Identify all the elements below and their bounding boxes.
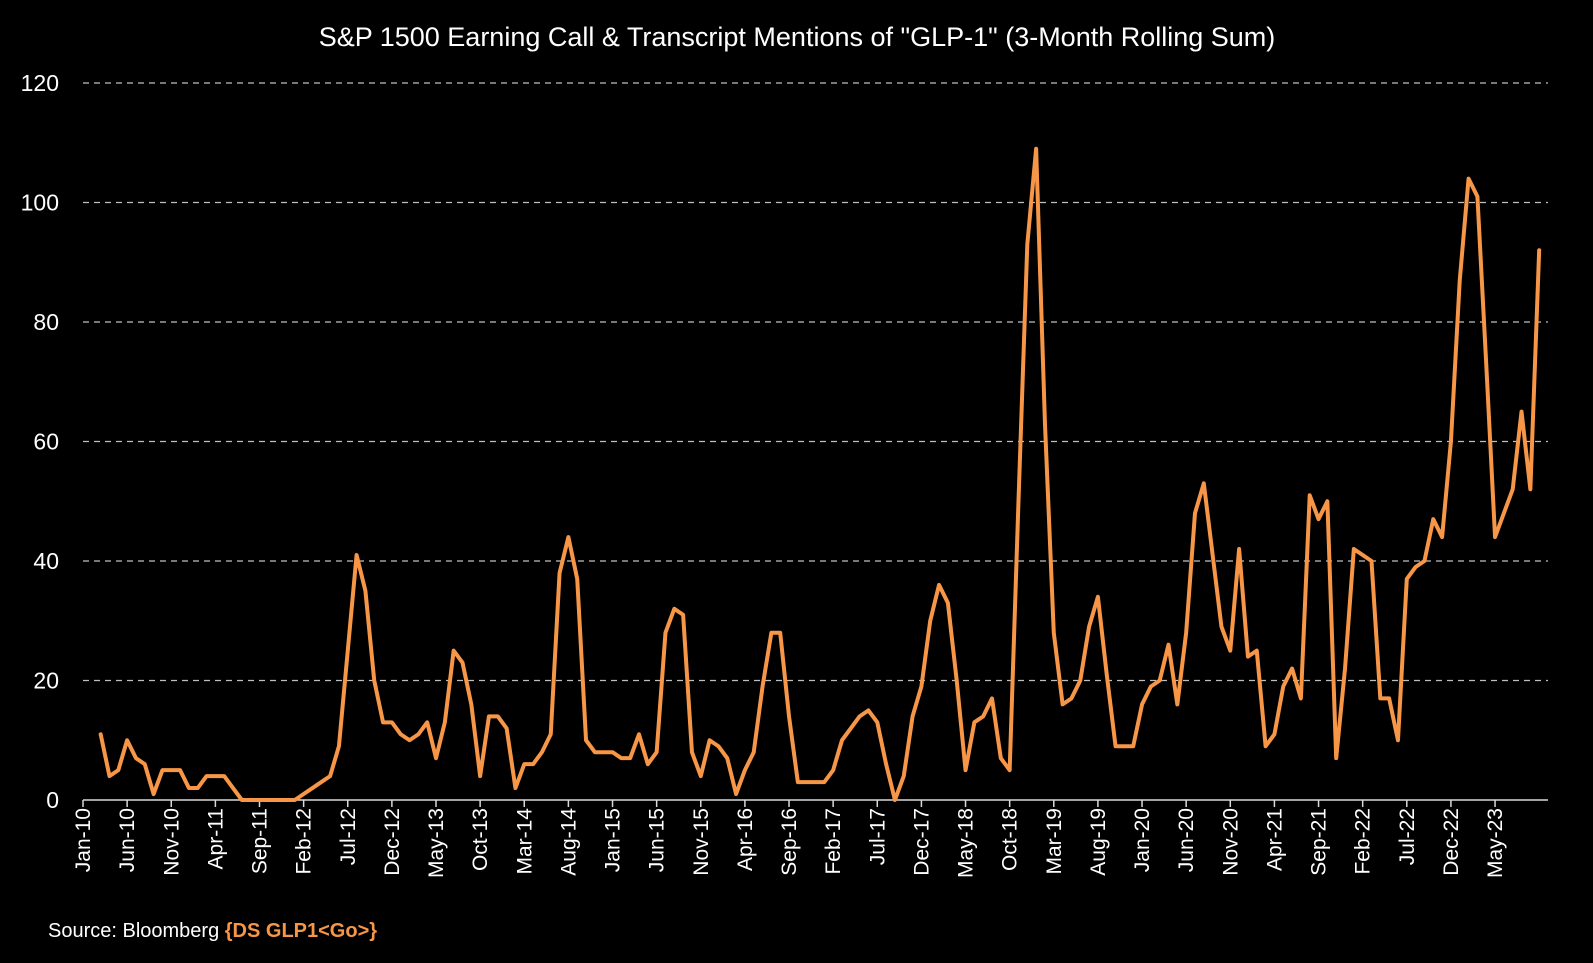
x-tick-label: Mar-19 — [1043, 808, 1066, 875]
y-tick-label: 100 — [21, 190, 59, 216]
x-tick-label: Jul-12 — [337, 808, 360, 865]
x-tick-label: May-23 — [1484, 808, 1507, 878]
x-tick-label: Apr-21 — [1263, 808, 1286, 871]
series-layer — [98, 146, 1542, 802]
y-tick-label: 80 — [33, 309, 59, 335]
x-tick-label: Jul-17 — [866, 808, 889, 865]
y-tick-label: 0 — [46, 787, 59, 813]
x-tick-label: Mar-14 — [513, 808, 536, 875]
series-line-glp1-mentions — [98, 146, 1542, 802]
x-tick-label: Sep-16 — [778, 808, 801, 876]
x-axis-tick-labels: Jan-10 Jun-10 Nov-10 Apr-11 Sep-11 Feb-12 Jul-… — [72, 808, 1507, 878]
chart-title: S&P 1500 Earning Call & Transcript Menti… — [319, 22, 1276, 52]
x-tick-label: Apr-11 — [204, 808, 227, 869]
y-tick-label: 120 — [21, 70, 59, 96]
x-tick-label: Nov-10 — [160, 808, 183, 876]
y-tick-label: 40 — [33, 548, 59, 574]
x-tick-label: Jul-22 — [1396, 808, 1419, 865]
y-tick-label: 60 — [33, 429, 59, 455]
x-tick-label: Nov-15 — [690, 808, 713, 876]
axes — [82, 799, 1548, 807]
x-tick-label: Dec-12 — [381, 808, 404, 876]
x-tick-label: Sep-21 — [1308, 808, 1331, 876]
x-tick-label: Oct-18 — [999, 808, 1022, 871]
source-text: Source: Bloomberg — [48, 920, 225, 942]
gridlines — [83, 82, 1548, 682]
x-tick-label: Apr-16 — [734, 808, 757, 871]
x-tick-label: Aug-14 — [557, 808, 580, 876]
x-tick-label: May-13 — [425, 808, 448, 878]
y-axis-tick-labels: 0 20 40 60 80 100 120 — [21, 70, 59, 813]
x-tick-label: Jan-20 — [1131, 808, 1154, 872]
y-tick-label: 20 — [33, 668, 59, 694]
x-tick-label: Oct-13 — [469, 808, 492, 871]
x-tick-label: Aug-19 — [1087, 808, 1110, 876]
x-tick-label: Dec-17 — [910, 808, 933, 876]
x-tick-label: Jun-10 — [116, 808, 139, 872]
source-note: Source: Bloomberg {DS GLP1<Go>} — [48, 920, 377, 943]
x-tick-label: Feb-17 — [822, 808, 845, 875]
x-tick-label: Dec-22 — [1440, 808, 1463, 876]
x-tick-label: Sep-11 — [249, 808, 272, 874]
x-tick-label: Jan-10 — [72, 808, 95, 872]
x-tick-label: May-18 — [955, 808, 978, 878]
x-tick-label: Feb-12 — [293, 808, 316, 875]
source-ticker: {DS GLP1<Go>} — [224, 920, 378, 942]
x-tick-label: Nov-20 — [1219, 808, 1242, 876]
x-tick-label: Jan-15 — [602, 808, 625, 872]
x-tick-label: Jun-15 — [646, 808, 669, 872]
x-tick-label: Feb-22 — [1352, 808, 1375, 875]
x-tick-label: Jun-20 — [1175, 808, 1198, 872]
